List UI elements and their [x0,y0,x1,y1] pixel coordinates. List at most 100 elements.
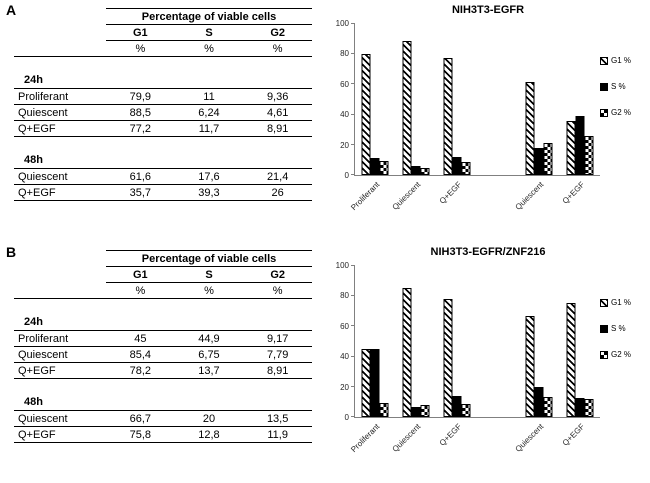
table-cell [243,152,312,169]
bar-g2 [584,399,594,417]
y-tick-mark [351,355,355,357]
table-cell: Quiescent [14,104,106,121]
y-tick-label: 80 [340,49,349,59]
table-cell: Quiescent [14,410,106,427]
unit-cell: % [106,40,175,57]
legend-swatch-icon [600,82,608,91]
y-tick-label: 100 [335,19,349,28]
table-cell [14,25,106,41]
table-cell: Q+EGF [14,184,106,201]
table-cell: 44,9 [174,330,244,347]
table-cell [14,137,312,153]
column-header-g1: G1 [106,24,175,41]
table-cell [14,299,312,315]
table-cell: 8,91 [243,120,312,137]
y-axis: 0 20 40 60 80 100 [330,20,354,180]
bar-g2 [420,405,430,417]
y-tick-label: 80 [340,291,349,301]
viable-cells-table-a: Percentage of viable cells G1 S G2 % % %… [14,8,312,201]
table-cell [243,72,312,89]
table-header-row: G1 S G2 [14,266,312,283]
table-cell: 11,9 [243,426,312,443]
y-tick-mark [351,83,355,85]
legend-item: S % [600,82,646,91]
table-cell [14,379,312,395]
legend-label: G1 % [611,298,632,307]
y-tick-label: 40 [340,110,349,120]
cell-cycle-chart-a: NIH3T3-EGFR 0 20 40 60 80 100 Proliferant Quie… [330,4,646,234]
y-tick-label: 0 [344,171,349,180]
legend-item: G2 % [600,108,646,117]
legend-item: S % [600,324,646,333]
bar-g1 [525,316,535,417]
table-time-row: 24h [14,72,312,89]
table-cell: 24h [14,314,106,331]
table-cell: 88,5 [106,104,175,121]
table-cell: 4,61 [243,104,312,121]
bar-g1 [443,298,453,417]
bar-g1 [443,58,453,175]
x-axis-label: Quiescent [513,422,545,454]
bar-group [361,266,389,417]
table-unit-row: % % % [14,40,312,57]
table-cell [14,9,106,25]
table-data-row: Quiescent 61,6 17,6 21,4 [14,168,312,185]
bar-group [525,266,553,417]
table-cell [14,267,106,283]
table-spacer-row [14,137,312,153]
bar-group [525,24,553,175]
table-cell: Proliferant [14,88,106,105]
table-cell: 35,7 [106,184,175,201]
bar-g1 [361,54,371,175]
bar-s [411,406,421,417]
table-cell [106,394,175,411]
table-cell: 26 [243,184,312,201]
x-axis-label: Proliferant [348,180,381,213]
bar-g2 [420,168,430,175]
legend-label: S % [611,324,626,333]
table-cell: 21,4 [243,168,312,185]
y-tick-label: 40 [340,352,349,362]
x-axis-label: Q+EGF [437,422,463,448]
bar-g1 [361,349,371,417]
y-tick-mark [351,174,355,175]
column-header-g1: G1 [106,266,175,283]
plot-column: Proliferant Quiescent Q+EGF Quiescent Q+EGF [349,23,600,234]
table-cell: Proliferant [14,330,106,347]
legend-item: G1 % [600,298,646,307]
table-cell: 6,75 [174,346,244,363]
x-axis-label: Quiescent [390,180,422,212]
x-axis-label: Q+EGF [560,180,586,206]
table-cell: 12,8 [174,426,244,443]
table-cell [14,57,312,73]
bar-s [534,386,544,417]
table-title-row: Percentage of viable cells [14,8,312,25]
bar-g2 [543,142,553,175]
table-title: Percentage of viable cells [106,8,312,25]
table-cell: 39,3 [174,184,244,201]
unit-cell: % [174,40,244,57]
table-cell: 11,7 [174,120,244,137]
bar-s [452,396,462,417]
table-cell: 61,6 [106,168,175,185]
y-tick-label: 20 [340,140,349,150]
panel-b-label: B [6,244,17,260]
bar-s [370,349,380,417]
x-axis: Proliferant Quiescent Q+EGF Quiescent Q+EGF [349,418,600,476]
table-cell [106,314,175,331]
table-time-row: 48h [14,394,312,411]
table-cell: 77,2 [106,120,175,137]
legend-label: G2 % [611,108,632,117]
table-cell: 13,7 [174,362,244,379]
table-cell [174,394,244,411]
y-tick-mark [351,295,355,297]
table-cell: 9,17 [243,330,312,347]
table-cell [174,72,244,89]
legend: G1 % S % G2 % [600,266,646,476]
legend-swatch-icon [600,324,608,333]
legend-label: G1 % [611,56,632,65]
bar-g1 [402,288,412,417]
x-axis-label: Quiescent [513,180,545,212]
plot-area [351,23,600,176]
y-axis: 0 20 40 60 80 100 [330,262,354,422]
